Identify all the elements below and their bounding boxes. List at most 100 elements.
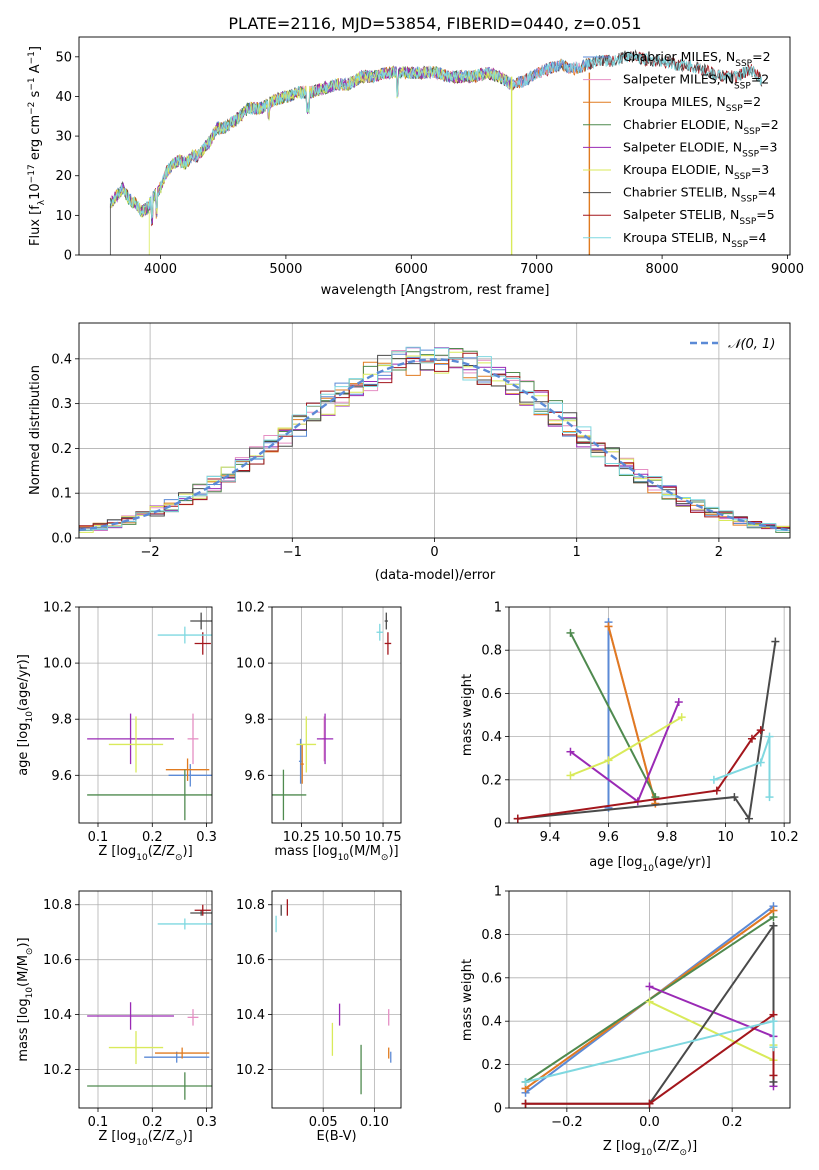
- label-part: ⊙: [175, 853, 183, 863]
- label-part: SSP: [734, 172, 751, 182]
- plot-area: [521, 902, 778, 1108]
- label-part: mass [log: [16, 998, 31, 1061]
- chart-mass_vs_Z: 0.1 0.2 0.310.210.410.610.8Z [log10(Z/Z⊙)]…: [16, 890, 217, 1148]
- x-tick-label: 7000: [520, 262, 553, 277]
- label-part: s: [28, 90, 43, 101]
- y-tick-label: 1: [494, 885, 502, 900]
- label-part: Kroupa MILES, N: [623, 94, 726, 109]
- x-tick-label: 0.1: [88, 830, 109, 845]
- label-part: (age/yr)]: [654, 855, 711, 870]
- label-part: mass [log: [274, 844, 337, 859]
- chart-residuals: −2 −1 0 1 2 0.0 0.1 0.2 0.3 0.4 𝒩(0, 1) (data-model…: [28, 322, 791, 583]
- label-part: erg cm: [28, 115, 43, 164]
- y-tick-label: 10.8: [43, 898, 72, 913]
- label-part: A: [28, 64, 43, 77]
- label-part: λ: [37, 199, 47, 205]
- label-part: (Z/Z: [148, 1129, 175, 1144]
- axes-frame: [78, 322, 791, 539]
- label-part: )]: [388, 844, 398, 859]
- x-tick-label: 2: [715, 545, 723, 560]
- x-axis-label: Z [log10(Z/Z⊙)]: [98, 1129, 192, 1148]
- x-tick-label: 8000: [646, 262, 679, 277]
- axes-frame: [78, 36, 791, 256]
- histogram-step: [79, 346, 790, 538]
- y-axis-label: mass [log10(M/M⊙)]: [16, 937, 35, 1061]
- x-tick-label: 0.3: [196, 1115, 217, 1130]
- label-part: 10: [136, 853, 148, 863]
- weight-line: [713, 736, 771, 798]
- y-tick-label: 0.8: [481, 644, 502, 659]
- label-part: 10: [25, 987, 35, 999]
- weight-line: [570, 716, 683, 777]
- label-part: )]: [183, 844, 193, 859]
- label-part: Chabrier MILES, N: [623, 49, 735, 64]
- label-part: ⊙: [679, 1148, 687, 1158]
- y-axis-label: mass weight: [460, 959, 475, 1041]
- y-tick-label: 10.6: [236, 953, 265, 968]
- legend-label: Salpeter STELIB, NSSP=5: [623, 207, 775, 227]
- normal-curve: [79, 358, 790, 532]
- axes-frame: [78, 606, 213, 824]
- label-part: =3: [751, 162, 769, 177]
- label-part: ]: [28, 46, 43, 51]
- x-axis-label: Z [log10(Z/Z⊙)]: [603, 1139, 697, 1158]
- label-part: SSP: [731, 240, 748, 250]
- x-tick-label: 10.50: [324, 830, 361, 845]
- y-tick-label: 10.6: [43, 953, 72, 968]
- x-tick-label: 0.05: [309, 1115, 338, 1130]
- label-part: 10: [641, 1148, 653, 1158]
- label-part: 10: [338, 853, 350, 863]
- y-tick-label: 20: [55, 169, 72, 184]
- y-tick-label: 9.8: [244, 713, 265, 728]
- label-part: Z [log: [603, 1139, 641, 1154]
- y-tick-label: 10.2: [43, 1063, 72, 1078]
- spectrum-line: [109, 51, 763, 220]
- x-tick-label: 5000: [269, 262, 302, 277]
- figure-title: PLATE=2116, MJD=53854, FIBERID=0440, z=0…: [228, 14, 641, 33]
- x-tick-label: 10.75: [364, 830, 401, 845]
- y-tick-label: 0.6: [481, 687, 502, 702]
- x-tick-label: −0.2: [551, 1115, 583, 1130]
- label-part: 10: [25, 711, 35, 723]
- weight-line: [569, 632, 657, 798]
- label-part: =2: [760, 117, 778, 132]
- plot-area: [275, 899, 392, 1095]
- label-part: mass weight: [460, 674, 475, 756]
- x-tick-label: 10: [717, 830, 734, 845]
- plot-area: [87, 904, 212, 1100]
- legend-label: 𝒩(0, 1): [728, 337, 775, 352]
- x-tick-label: −1: [283, 545, 302, 560]
- label-part: SSP: [734, 82, 751, 92]
- x-tick-label: 0.2: [142, 830, 163, 845]
- x-axis-label: age [log10(age/yr)]: [589, 855, 711, 874]
- chart-mass_vs_ebv: 0.05 0.10 10.2 10.4 10.6 10.8 E(B-V): [236, 890, 402, 1144]
- label-part: =4: [748, 230, 766, 245]
- chart-age_vs_mass: 10.25 10.50 10.75 9.6 9.8 10.0 10.2 mass [log10…: [236, 601, 402, 864]
- legend-label: Chabrier MILES, NSSP=2: [623, 49, 771, 69]
- y-tick-label: 0.2: [481, 1058, 502, 1073]
- chart-age_vs_Z: 0.1 0.2 0.39.69.810.010.2Z [log10(Z/Z⊙)]ag…: [16, 601, 217, 864]
- label-part: Salpeter ELODIE, N: [623, 139, 742, 154]
- label-part: SSP: [742, 149, 759, 159]
- legend-label: Kroupa ELODIE, NSSP=3: [623, 162, 769, 182]
- label-part: )]: [687, 1139, 697, 1154]
- label-part: 10: [642, 864, 654, 874]
- y-axis-label: Normed distribution: [28, 365, 43, 495]
- y-axis-label: mass weight: [460, 674, 475, 756]
- axes-frame: [78, 890, 213, 1109]
- legend-label: Kroupa STELIB, NSSP=4: [623, 230, 767, 250]
- y-tick-label: 0.8: [481, 928, 502, 943]
- label-part: Z [log: [98, 1129, 136, 1144]
- plot-area: [513, 618, 780, 823]
- y-tick-label: 50: [55, 50, 72, 65]
- x-axis-label: Z [log10(Z/Z⊙)]: [98, 844, 192, 863]
- label-part: =5: [756, 207, 774, 222]
- label-part: ⊙: [175, 1138, 183, 1148]
- y-tick-label: 0.6: [481, 971, 502, 986]
- label-part: )]: [183, 1129, 193, 1144]
- label-part: =3: [759, 139, 777, 154]
- y-tick-label: 30: [55, 130, 72, 145]
- label-part: Normed distribution: [28, 365, 43, 495]
- label-part: 10: [28, 183, 43, 200]
